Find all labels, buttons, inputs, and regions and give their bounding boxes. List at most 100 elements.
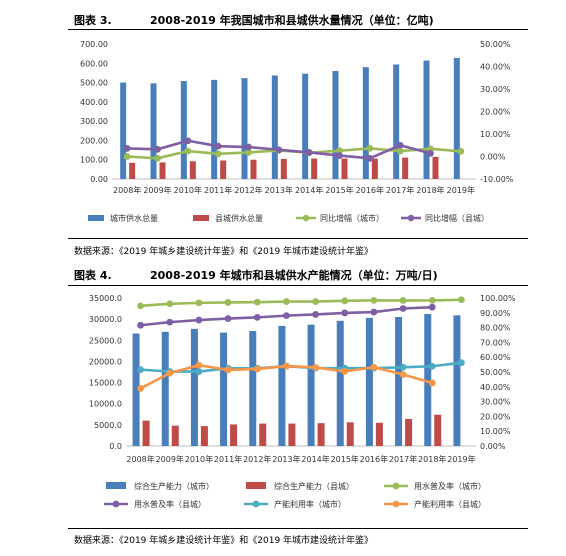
bar-secondary xyxy=(375,422,383,446)
bar-primary xyxy=(424,314,432,446)
line-point xyxy=(341,297,349,305)
legend-marker xyxy=(112,500,120,508)
bar-primary xyxy=(362,67,369,179)
line-point xyxy=(166,369,174,377)
line-point xyxy=(427,149,434,157)
bar-primary xyxy=(365,317,373,446)
line-point xyxy=(396,141,404,149)
bar-primary xyxy=(249,330,257,446)
bar-secondary xyxy=(259,423,267,446)
line-point xyxy=(283,362,290,370)
line-point xyxy=(195,316,203,324)
bar-primary xyxy=(453,315,461,446)
y-right-tick-label: 40.00% xyxy=(480,383,511,392)
legend-label: 城市供水总量 xyxy=(110,213,158,223)
bar-primary xyxy=(190,328,198,446)
y-left-tick-label: 35000.0 xyxy=(89,294,122,303)
x-tick-label: 2018年 xyxy=(416,185,444,195)
legend-label: 综合生产能力（城市） xyxy=(134,481,214,491)
y-right-tick-label: 80.00% xyxy=(480,324,511,333)
line-point xyxy=(399,305,407,312)
y-right-tick-label: 10.00% xyxy=(480,130,511,139)
bar-primary xyxy=(220,332,228,446)
bar-primary xyxy=(393,64,400,179)
line-point xyxy=(458,359,465,367)
bar-secondary xyxy=(220,160,227,179)
legend-marker xyxy=(407,214,415,222)
x-tick-label: 2017年 xyxy=(389,454,417,464)
bar-secondary xyxy=(432,156,439,179)
legend-swatch xyxy=(246,482,266,489)
bar-primary xyxy=(332,71,339,179)
legend-label: 用水普及率（城市） xyxy=(414,481,486,491)
line-point xyxy=(137,366,144,374)
bar-primary xyxy=(336,320,344,446)
bar-primary xyxy=(211,79,218,179)
x-tick-label: 2017年 xyxy=(386,185,414,195)
x-tick-label: 2012年 xyxy=(243,454,271,464)
bar-primary xyxy=(161,331,169,446)
figure-3-svg: 0.00 100.00 200.00 300.00 400.00 500.00 600.00… xyxy=(80,40,514,223)
x-tick-label: 2011年 xyxy=(214,454,242,464)
figure-4-svg: 0.0 5000.0 10000.0 15000.0 20000.0 25000.0 300… xyxy=(89,294,516,509)
legend-label: 用水普及率（县城） xyxy=(134,499,206,509)
y-right-tick-label: 60.00% xyxy=(480,353,511,362)
y-right-tick-label: 90.00% xyxy=(480,309,511,318)
x-tick-label: 2018年 xyxy=(418,454,446,464)
line-point xyxy=(166,318,174,326)
bar-secondary xyxy=(280,158,287,179)
line-point xyxy=(366,154,374,162)
y-left-tick-label: 0.00 xyxy=(90,175,108,184)
x-tick-label: 2019年 xyxy=(447,454,475,464)
line-point xyxy=(312,311,319,318)
y-left-tick-label: 20000.0 xyxy=(89,357,122,366)
figure-4-title: 2008-2019 年城市和县城供水产能情况（单位：万吨/日) xyxy=(150,269,438,282)
line-point xyxy=(370,308,378,316)
bar-secondary xyxy=(311,158,318,179)
y-right-tick-label: 40.00% xyxy=(480,63,511,72)
y-left-tick-label: 30000.0 xyxy=(89,315,122,324)
bar-primary xyxy=(395,317,403,446)
y-right-tick-label: 100.00% xyxy=(480,294,516,303)
line-point xyxy=(214,142,222,150)
x-tick-label: 2013年 xyxy=(272,454,300,464)
line-point xyxy=(123,153,131,160)
x-tick-label: 2014年 xyxy=(295,185,323,195)
x-tick-label: 2010年 xyxy=(185,454,213,464)
legend-label: 同比增幅（城市） xyxy=(320,213,384,223)
line-point xyxy=(366,145,374,152)
bar-primary xyxy=(278,325,286,446)
line-point xyxy=(283,298,290,305)
legend-label: 产能利用率（县城） xyxy=(414,499,486,509)
figure-4-header: 图表 4. 2008-2019 年城市和县城供水产能情况（单位：万吨/日) xyxy=(0,263,566,285)
line-point xyxy=(305,149,313,156)
line-point xyxy=(428,362,436,370)
y-left-tick-label: 700.00 xyxy=(80,40,108,49)
line-point xyxy=(154,154,161,162)
bar-secondary xyxy=(142,420,150,446)
figure-4-chart: 0.0 5000.0 10000.0 15000.0 20000.0 25000.0 300… xyxy=(68,288,528,524)
bar-secondary xyxy=(171,425,179,446)
x-tick-label: 2012年 xyxy=(234,185,262,195)
y-left-tick-label: 5000.0 xyxy=(94,421,122,430)
legend-swatch xyxy=(193,215,209,221)
bar-primary xyxy=(120,82,127,179)
bar-primary xyxy=(132,333,140,446)
bar-secondary xyxy=(189,161,196,179)
line-point xyxy=(224,315,232,322)
line-point xyxy=(428,303,436,311)
legend-swatch xyxy=(88,215,104,221)
bar-secondary xyxy=(230,424,238,446)
legend-marker xyxy=(392,500,400,508)
bar-primary xyxy=(180,81,187,179)
bar-primary xyxy=(241,78,248,179)
bar-primary xyxy=(150,83,157,179)
figure-3-title: 2008-2019 年我国城市和县城供水量情况（单位：亿吨) xyxy=(150,14,434,27)
figure-4-number: 图表 4. xyxy=(74,269,112,282)
y-right-tick-label: -10.00% xyxy=(480,175,514,184)
bar-secondary xyxy=(346,422,354,446)
legend-label: 产能利用率（城市） xyxy=(274,499,346,509)
line-point xyxy=(137,302,144,310)
bar-secondary xyxy=(405,418,413,446)
line-point xyxy=(428,379,436,387)
